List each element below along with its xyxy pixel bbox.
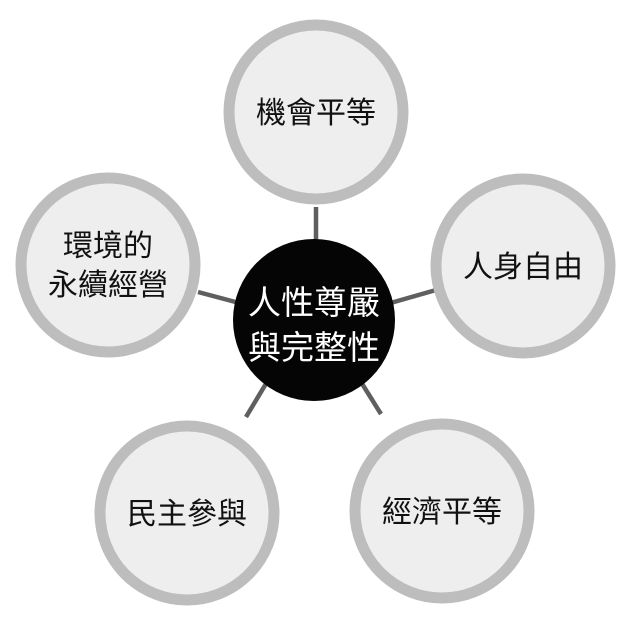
node-label: 經濟平等 [382, 495, 502, 530]
center-hub: 人性尊嚴 與完整性 [233, 239, 395, 401]
node-economic-equality: 經濟平等 [349, 418, 535, 604]
node-label: 民主參與 [127, 497, 247, 532]
node-democratic-participation: 民主參與 [94, 420, 280, 606]
connector-democratic-participation [244, 380, 269, 419]
node-circle [349, 418, 535, 604]
connector-personal-freedom [386, 287, 437, 307]
center-label-line-1: 人性尊嚴 [248, 283, 380, 322]
center-circle [233, 239, 395, 401]
node-label-line-2: 永續經營 [48, 268, 168, 303]
node-circle [94, 420, 280, 606]
center-label-line-2: 與完整性 [248, 328, 380, 367]
node-label: 機會平等 [256, 96, 376, 131]
node-circle [430, 173, 616, 359]
node-label-line-1: 環境的 [63, 229, 153, 264]
node-personal-freedom: 人身自由 [430, 173, 616, 359]
node-label: 人身自由 [463, 250, 583, 285]
node-environmental-sustainability: 環境的 永續經營 [15, 172, 201, 358]
node-circle [223, 19, 409, 205]
connector-economic-equality [359, 380, 383, 416]
node-circle [15, 172, 201, 358]
node-opportunity-equality: 機會平等 [223, 19, 409, 205]
